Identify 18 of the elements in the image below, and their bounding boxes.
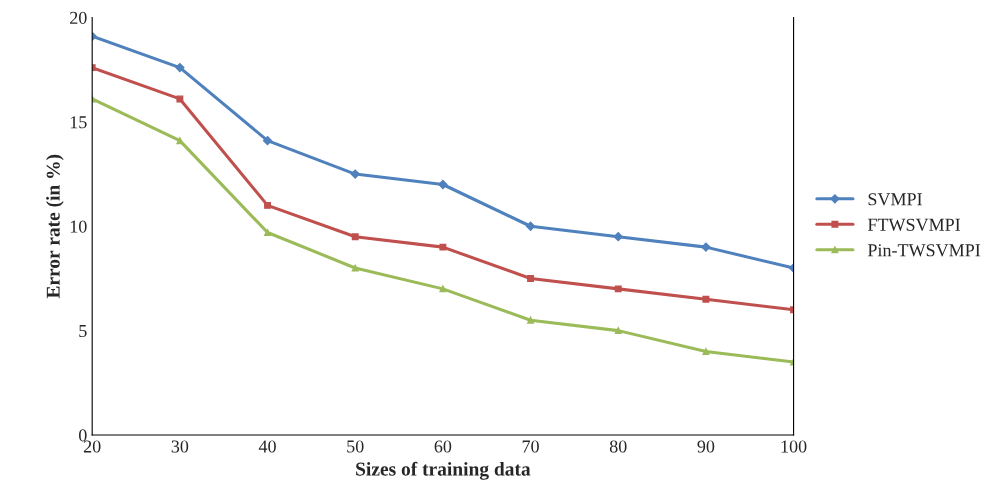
x-tick-label: 70 <box>522 440 539 453</box>
x-tick-label: 30 <box>171 440 189 453</box>
x-tick-label: 100 <box>781 440 807 453</box>
legend-label: FTWSVMPI <box>867 218 961 231</box>
legend-label: Pin-TWSVMPI <box>867 244 981 257</box>
x-tick-label: 40 <box>258 440 276 453</box>
y-tick-label: 10 <box>70 220 87 233</box>
y-tick-label: 0 <box>78 429 87 442</box>
y-tick-label: 15 <box>70 116 87 129</box>
y-tick-label: 20 <box>70 11 87 24</box>
x-tick-label: 50 <box>347 440 364 453</box>
x-tick-label: 90 <box>697 440 715 453</box>
x-tick-label: 80 <box>609 440 627 453</box>
legend-label: SVMPI <box>868 193 922 206</box>
y-tick-label: 5 <box>79 325 87 338</box>
x-tick-label: 60 <box>434 440 452 453</box>
x-axis-title: Sizes of training data <box>356 461 531 480</box>
y-axis-title: Error rate (in %) <box>46 154 64 299</box>
